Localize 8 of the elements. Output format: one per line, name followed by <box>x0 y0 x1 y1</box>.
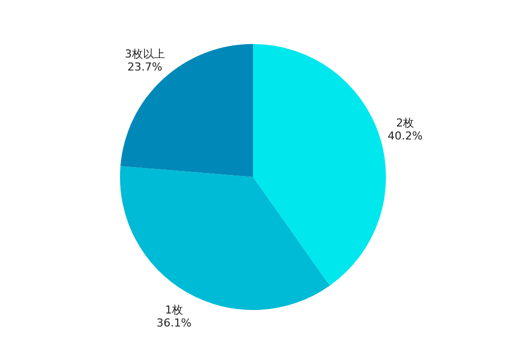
slice-label: 3枚以上 <box>124 47 165 60</box>
pie-slice <box>120 44 253 177</box>
slice-label: 2枚 <box>396 116 414 130</box>
data-label: 40.2% <box>388 130 423 143</box>
data-label: 36.1% <box>156 316 192 330</box>
data-label: 23.7% <box>127 60 162 74</box>
slice-label: 1枚 <box>164 303 183 316</box>
pie-slice <box>253 44 386 286</box>
